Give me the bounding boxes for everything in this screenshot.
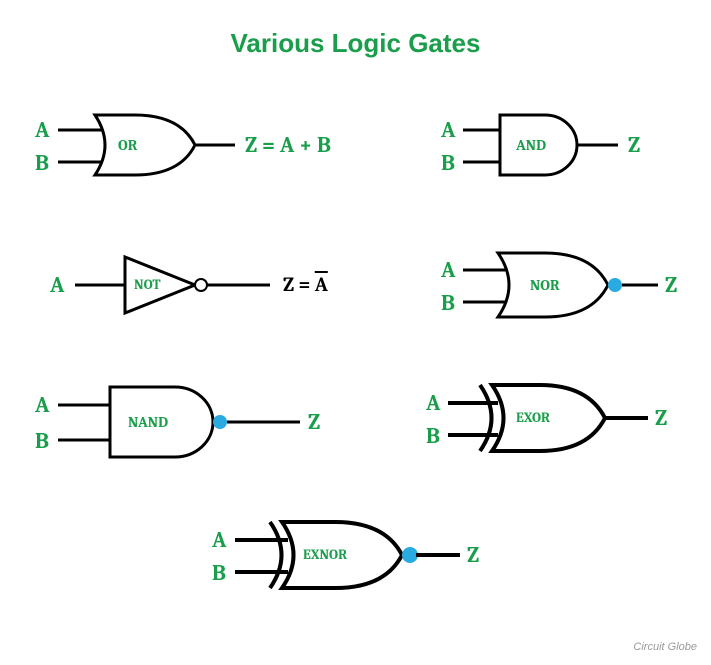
exor-gate-label: EXOR <box>516 409 550 426</box>
nor-gate <box>463 253 658 317</box>
or-input-b: B <box>35 150 49 176</box>
nand-input-b: B <box>35 428 49 454</box>
or-gate <box>58 115 235 175</box>
nand-gate-label: NAND <box>128 413 168 431</box>
gates-svg <box>0 0 711 665</box>
exnor-output: Z <box>467 542 479 568</box>
and-input-b: B <box>441 150 455 176</box>
or-gate-label: OR <box>118 136 137 154</box>
nor-input-a: A <box>441 257 455 283</box>
not-gate-label: NOT <box>134 276 161 293</box>
diagram-container: Various Logic Gates <box>0 0 711 665</box>
or-output: Z = A + B <box>245 132 331 158</box>
exor-output: Z <box>655 405 667 431</box>
exnor-input-b: B <box>212 560 226 586</box>
or-input-a: A <box>35 117 49 143</box>
watermark: Circuit Globe <box>633 641 697 653</box>
exor-input-a: A <box>426 390 440 416</box>
not-output: Z = A <box>283 273 328 296</box>
and-gate-label: AND <box>516 136 546 154</box>
nor-input-b: B <box>441 290 455 316</box>
and-output: Z <box>628 132 640 158</box>
nand-input-a: A <box>35 392 49 418</box>
and-input-a: A <box>441 117 455 143</box>
nor-gate-label: NOR <box>530 276 560 294</box>
not-gate <box>75 257 270 313</box>
not-input-a: A <box>50 272 64 298</box>
exnor-gate <box>235 522 460 588</box>
exnor-input-a: A <box>212 527 226 553</box>
exor-input-b: B <box>426 423 440 449</box>
nor-output: Z <box>665 272 677 298</box>
nand-gate <box>58 387 300 457</box>
nand-output: Z <box>308 409 320 435</box>
exnor-gate-label: EXNOR <box>303 546 347 563</box>
